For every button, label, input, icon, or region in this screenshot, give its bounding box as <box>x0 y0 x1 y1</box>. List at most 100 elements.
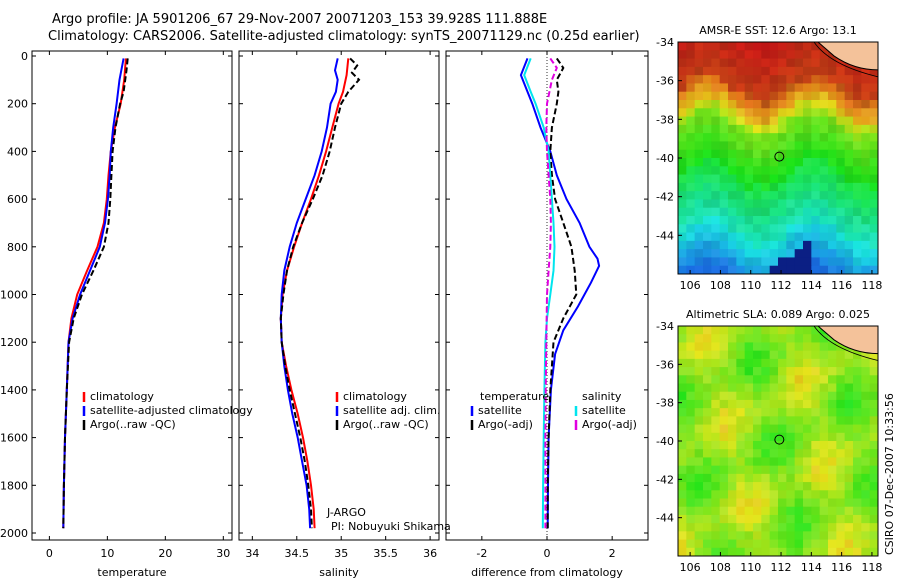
map-cell <box>786 108 796 117</box>
map-cell <box>803 342 812 352</box>
map-cell <box>678 523 687 532</box>
map-cell <box>719 249 729 258</box>
map-cell <box>819 416 829 425</box>
map-cell <box>753 50 762 59</box>
x-tick-label: 0 <box>46 547 53 560</box>
map-cell <box>828 108 837 117</box>
map-cell <box>836 547 846 557</box>
map-cell <box>744 432 754 442</box>
legend-label: satellite-adjusted climatology <box>90 404 253 417</box>
map-cell <box>711 158 721 167</box>
map-cell <box>736 408 746 417</box>
map-cell <box>719 523 729 532</box>
map-cell <box>836 66 846 76</box>
map-cell <box>869 531 879 540</box>
map-cell <box>861 547 871 557</box>
map-cell <box>844 240 854 250</box>
map-cell <box>811 457 821 467</box>
map-cell <box>803 432 812 442</box>
map-cell <box>761 108 771 117</box>
map-cell <box>828 66 837 76</box>
map-cell <box>811 216 821 225</box>
map-cell <box>744 399 754 409</box>
map-cell <box>786 457 796 467</box>
map-cell <box>819 75 829 84</box>
map-cell <box>844 490 854 499</box>
map-cell <box>736 531 746 540</box>
map-cell <box>803 473 812 483</box>
map-cell <box>711 257 721 267</box>
map-cell <box>836 265 846 275</box>
map-cell <box>769 207 779 217</box>
map-cell <box>853 224 862 233</box>
map-cell <box>719 547 729 557</box>
map-cell <box>711 100 721 109</box>
map-cell <box>869 141 879 151</box>
map-cell <box>853 133 862 142</box>
map-cell <box>803 174 812 184</box>
map-cell <box>828 514 837 524</box>
map-cell <box>736 514 746 524</box>
map-cell <box>736 207 746 217</box>
map-cell <box>678 166 687 175</box>
map-cell <box>761 514 771 524</box>
map-cell <box>844 449 854 458</box>
map-cell <box>686 482 696 491</box>
map-cell <box>828 391 837 401</box>
map-cell <box>769 83 779 93</box>
map-cell <box>686 66 696 76</box>
map-cell <box>744 342 754 352</box>
map-cell <box>803 350 812 360</box>
map-cell <box>744 141 754 151</box>
map-cell <box>694 539 704 549</box>
map-cell <box>744 108 754 117</box>
map-cell <box>869 66 879 76</box>
map-cell <box>711 182 721 192</box>
map-cell <box>703 514 712 524</box>
map-cell <box>753 342 762 352</box>
map-cell <box>853 149 862 159</box>
map-cell <box>869 441 879 450</box>
map-cell <box>811 514 821 524</box>
credit-project: J-ARGO <box>326 506 366 519</box>
map-cell <box>778 408 787 417</box>
map-cell <box>786 350 796 360</box>
map-cell <box>719 539 729 549</box>
map-cell <box>753 506 762 516</box>
map-cell <box>861 441 871 450</box>
map-cell <box>778 141 787 151</box>
map-cell <box>844 408 854 417</box>
map-cell <box>736 124 746 134</box>
map-cell <box>744 265 754 275</box>
map-cell <box>803 207 812 217</box>
map-cell <box>828 124 837 134</box>
map-cell <box>836 399 846 409</box>
y-tick-label: 2000 <box>0 527 28 540</box>
map-cell <box>736 441 746 450</box>
map-cell <box>719 465 729 475</box>
map-cell <box>694 116 704 126</box>
map-cell <box>761 149 771 159</box>
map-cell <box>836 224 846 233</box>
y-tick-label: -40 <box>656 152 674 165</box>
map-cell <box>769 42 779 51</box>
map-cell <box>753 490 762 499</box>
map-cell <box>803 408 812 417</box>
map-cell <box>769 358 779 368</box>
sst-map-panel: 106 108 110 112 114 116 118 -34 -36 -38 -40 -42 -44 A… <box>656 24 882 292</box>
map-cell <box>678 399 687 409</box>
map-cell <box>694 216 704 225</box>
map-cell <box>861 174 871 184</box>
map-cell <box>844 133 854 142</box>
x-tick-label: 30 <box>216 547 230 560</box>
map-cell <box>686 449 696 458</box>
map-cell <box>769 482 779 491</box>
map-cell <box>769 326 779 335</box>
map-cell <box>794 441 804 450</box>
map-cell <box>811 367 821 376</box>
map-cell <box>786 100 796 109</box>
map-cell <box>786 498 796 508</box>
map-cell <box>728 473 737 483</box>
map-cell <box>786 216 796 225</box>
map-cell <box>736 50 746 59</box>
